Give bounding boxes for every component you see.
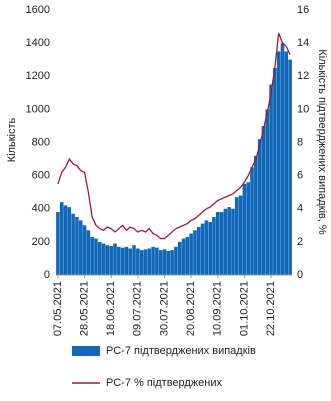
bar [101, 243, 106, 275]
bar [235, 197, 239, 275]
y2-tick-label: 8 [297, 136, 303, 148]
line [57, 32, 291, 240]
bar [177, 241, 182, 275]
bar [273, 67, 277, 275]
y-tick-label: 1400 [26, 37, 50, 49]
bar [196, 226, 201, 275]
bar [56, 212, 60, 275]
bar [67, 207, 72, 275]
bar [212, 217, 216, 275]
y-tick-label: 200 [32, 236, 50, 248]
bar [261, 125, 266, 275]
y-tick-label: 1000 [26, 103, 50, 115]
bar [215, 212, 220, 275]
bar [189, 233, 193, 275]
bar [284, 51, 289, 275]
bar [276, 51, 281, 275]
bar [59, 202, 64, 275]
bar [124, 246, 129, 275]
legend-label: РС-7 підтверджених випадків [106, 345, 256, 357]
bar [238, 195, 243, 275]
y-tick-label: 600 [32, 170, 50, 182]
y2-tick-label: 2 [297, 236, 303, 248]
bar [254, 155, 258, 275]
bar [90, 236, 94, 275]
y2-tick-label: 14 [297, 37, 309, 49]
bar [158, 250, 163, 275]
bar [75, 217, 79, 275]
bar [151, 246, 155, 275]
y-tick-label: 1200 [26, 70, 50, 82]
bar [280, 43, 285, 275]
bar [147, 248, 152, 275]
bar [139, 250, 144, 275]
y2-tick-label: 0 [297, 269, 303, 281]
bar [223, 208, 228, 275]
bar [86, 230, 91, 275]
bar [97, 241, 102, 275]
x-tick-label: 18.06.2021 [105, 281, 117, 336]
y2-tick-label: 6 [297, 170, 303, 182]
bar [181, 238, 186, 275]
bar [117, 246, 121, 275]
bar [269, 84, 273, 275]
bar [155, 247, 159, 275]
bar [193, 230, 197, 275]
y-tick-label: 1600 [26, 4, 50, 16]
x-tick-label: 20.08.2021 [185, 281, 197, 336]
bar [128, 248, 133, 275]
bar [204, 220, 209, 275]
bar [227, 207, 231, 275]
legend-label: РС-7 % підтверджених [106, 377, 223, 389]
y-tick-label: 400 [32, 203, 50, 215]
bar [174, 246, 178, 275]
x-tick-label: 22.10.2021 [265, 281, 277, 336]
bar [82, 225, 87, 275]
bar [63, 205, 68, 275]
bar [109, 246, 113, 275]
y2-tick-label: 10 [297, 103, 309, 115]
y2-tick-label: 4 [297, 203, 303, 215]
bar [136, 248, 140, 275]
x-tick-label: 10.09.2021 [212, 281, 224, 336]
bar [185, 236, 190, 275]
bar [78, 220, 83, 275]
bar [120, 247, 125, 275]
x-tick-label: 01.10.2021 [238, 281, 250, 336]
x-tick-label: 30.07.2021 [158, 281, 170, 336]
y2-tick-label: 12 [297, 70, 309, 82]
y-tick-label: 0 [44, 269, 50, 281]
bar [200, 223, 205, 275]
y-tick-label: 800 [32, 136, 50, 148]
bar [143, 249, 148, 275]
bar [132, 245, 136, 275]
x-tick-label: 09.07.2021 [132, 281, 144, 336]
y-axis-title: Кількість [6, 117, 18, 162]
bar [113, 243, 117, 275]
bar [71, 213, 75, 275]
bar [231, 208, 235, 275]
legend-swatch [72, 346, 100, 356]
bar [242, 183, 247, 275]
x-tick-label: 07.05.2021 [52, 281, 64, 336]
bar [250, 167, 254, 275]
bar [265, 109, 270, 275]
bar [208, 222, 212, 275]
bar [94, 238, 98, 275]
bar [170, 250, 174, 275]
bar [105, 245, 110, 275]
bar [246, 182, 251, 275]
y2-axis-title: Кількість підтверджених випадків, % [316, 49, 328, 235]
bar [288, 59, 292, 275]
bar [162, 249, 167, 275]
x-tick-label: 28.05.2021 [78, 281, 90, 336]
y2-tick-label: 16 [297, 4, 309, 16]
bar [257, 139, 262, 275]
bar [166, 250, 171, 275]
bar [219, 212, 224, 275]
